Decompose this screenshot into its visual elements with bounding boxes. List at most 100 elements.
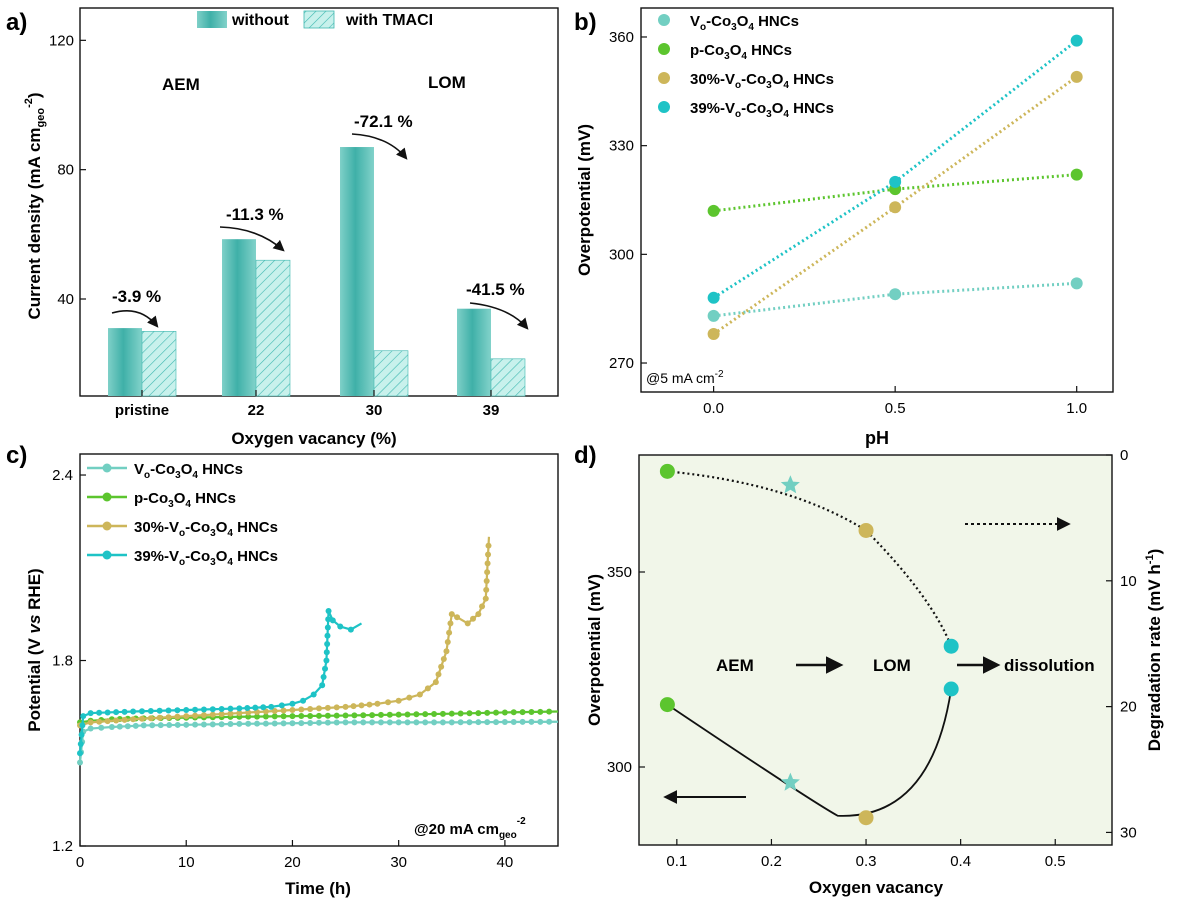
panel-a-ylabel-close: ) — [25, 92, 44, 98]
panel-b-note-sup: -2 — [715, 369, 724, 380]
c-marker-0-4 — [87, 725, 94, 732]
d-x-tick-label-0.2: 0.2 — [761, 853, 782, 870]
c-marker-2-9 — [156, 714, 163, 721]
legend-swatch-without — [197, 11, 227, 28]
bar-without-39 — [457, 308, 491, 396]
c-marker-3-28 — [289, 700, 296, 707]
b-point-3-0 — [707, 291, 720, 304]
c-marker-0-50 — [493, 719, 500, 726]
c-marker-0-47 — [466, 719, 473, 726]
c-marker-0-7 — [116, 723, 123, 730]
c-marker-3-35 — [323, 649, 330, 656]
c-marker-3-6 — [96, 709, 103, 716]
c-marker-1-45 — [475, 710, 482, 717]
panel-d-ylabel-right-sup: -1 — [1144, 554, 1156, 564]
bar-with-tmaci-39 — [490, 358, 526, 397]
panel-c-ylabel-post: RHE) — [25, 568, 44, 614]
c-marker-0-21 — [236, 720, 243, 727]
bar-with-tmaci-pristine — [141, 331, 177, 397]
c-marker-3-4 — [80, 713, 87, 720]
c-marker-2-42 — [438, 663, 445, 670]
c-marker-1-25 — [298, 713, 305, 720]
y-tick-label-40: 40 — [57, 291, 74, 308]
panel-c-note-main: @20 mA cm — [414, 821, 499, 838]
c-marker-2-30 — [342, 703, 349, 710]
b-legend-marker-1 — [658, 43, 670, 55]
c-legend-label-1: p-Co3O4 HNCs — [134, 490, 236, 510]
c-marker-2-46 — [446, 629, 453, 636]
legend-swatch-with-tmaci — [303, 10, 335, 29]
b-point-0-1 — [889, 288, 902, 301]
c-marker-2-19 — [245, 709, 252, 716]
c-marker-1-46 — [484, 709, 491, 716]
c-marker-0-23 — [254, 720, 261, 727]
c-marker-0-29 — [307, 719, 314, 726]
c-marker-0-55 — [537, 718, 544, 725]
annotation-22: -11.3 % — [226, 205, 284, 224]
c-marker-1-27 — [316, 712, 322, 719]
c-marker-0-26 — [280, 720, 287, 727]
panel-b-label: b) — [574, 9, 597, 36]
c-legend-marker-3 — [102, 550, 112, 560]
c-marker-1-53 — [546, 708, 553, 715]
c-marker-3-5 — [87, 710, 94, 717]
c-marker-0-33 — [342, 719, 349, 726]
c-marker-2-2 — [96, 718, 103, 725]
b-point-2-2 — [1070, 70, 1083, 83]
c-marker-0-8 — [124, 723, 131, 730]
panel-a-axes: pristine 22 30 39 40 80 120 — [49, 32, 499, 419]
d-overpotential-point-2 — [858, 810, 874, 826]
b-y-tick-label-270: 270 — [609, 355, 634, 372]
c-marker-1-32 — [360, 712, 367, 719]
c-marker-3-33 — [322, 665, 329, 672]
bar-without-30 — [340, 147, 374, 396]
c-marker-2-59 — [485, 551, 492, 558]
c-marker-1-47 — [493, 709, 500, 716]
c-marker-2-8 — [147, 715, 154, 722]
panel-d-ylabel-right-close: ) — [1145, 549, 1164, 555]
c-marker-2-12 — [183, 713, 190, 720]
b-legend-marker-2 — [658, 72, 670, 84]
c-marker-2-44 — [443, 648, 450, 655]
b-series-line-1 — [713, 173, 1077, 213]
panel-b-ylabel: Overpotential (mV) — [575, 124, 594, 276]
panel-a-bars — [108, 147, 526, 397]
panel-d-frame — [638, 454, 1113, 846]
c-marker-0-19 — [218, 721, 225, 728]
panel-c: c) 0 10 20 30 40 1.2 1.8 2.4 Vo-Co3O4 HNCs p-Co3… — [6, 442, 559, 898]
c-marker-3-23 — [244, 705, 251, 712]
c-marker-0-32 — [333, 719, 340, 726]
c-marker-2-25 — [298, 706, 305, 713]
panel-c-note-sup: -2 — [517, 816, 526, 827]
c-marker-2-16 — [218, 711, 225, 718]
b-series-line-0 — [713, 281, 1077, 318]
c-marker-0-46 — [457, 719, 464, 726]
c-marker-1-35 — [386, 711, 393, 718]
b-point-1-2 — [1070, 168, 1083, 181]
c-marker-0-34 — [351, 719, 358, 726]
d-y-right-tick-label-10: 10 — [1120, 573, 1137, 590]
panel-d-label: d) — [574, 442, 597, 469]
c-marker-3-26 — [268, 703, 275, 710]
c-marker-1-30 — [342, 712, 349, 719]
region-label-lom: LOM — [428, 73, 466, 92]
arrow-39 — [469, 302, 529, 330]
d-overpotential-curve — [666, 688, 953, 817]
c-marker-3-31 — [319, 682, 326, 689]
c-marker-2-49 — [454, 614, 461, 621]
c-marker-0-0 — [77, 759, 83, 766]
c-marker-0-27 — [289, 720, 296, 727]
c-marker-0-20 — [227, 721, 234, 728]
b-point-0-0 — [707, 309, 720, 322]
c-marker-2-22 — [271, 708, 278, 715]
c-marker-1-41 — [439, 710, 446, 717]
c-marker-2-29 — [333, 704, 340, 711]
c-marker-0-31 — [324, 719, 331, 726]
c-marker-2-33 — [366, 701, 373, 708]
c-marker-3-11 — [138, 708, 145, 715]
c-marker-2-18 — [236, 710, 243, 717]
c-marker-3-12 — [147, 708, 154, 715]
c-marker-0-44 — [439, 719, 446, 726]
c-marker-0-24 — [262, 720, 269, 727]
